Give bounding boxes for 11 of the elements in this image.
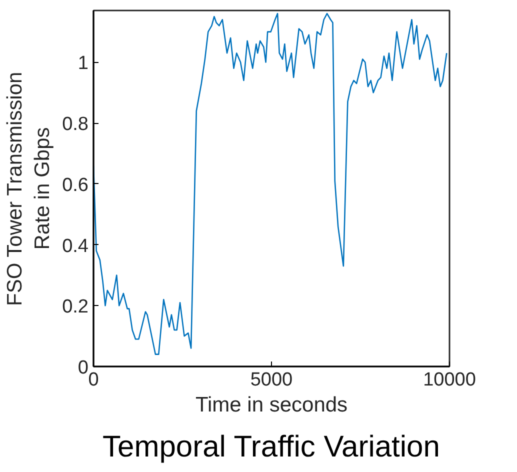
y-tick-label: 0.8	[62, 114, 89, 136]
y-tick-label: 0.6	[62, 174, 89, 196]
y-tick-label: 1	[78, 53, 89, 74]
x-tick-label: 5000	[250, 370, 293, 390]
x-axis-title: Time in seconds	[195, 394, 348, 416]
text: Temporal Traffic Variation	[102, 430, 440, 464]
y-tick-label: 0.4	[62, 236, 89, 257]
y-axis-title: FSO Tower Transmission Rate in Gbps	[3, 72, 54, 306]
line-series	[94, 12, 448, 355]
x-tick-label: 10000	[423, 370, 476, 390]
y-tick-label: 0.2	[62, 296, 89, 318]
